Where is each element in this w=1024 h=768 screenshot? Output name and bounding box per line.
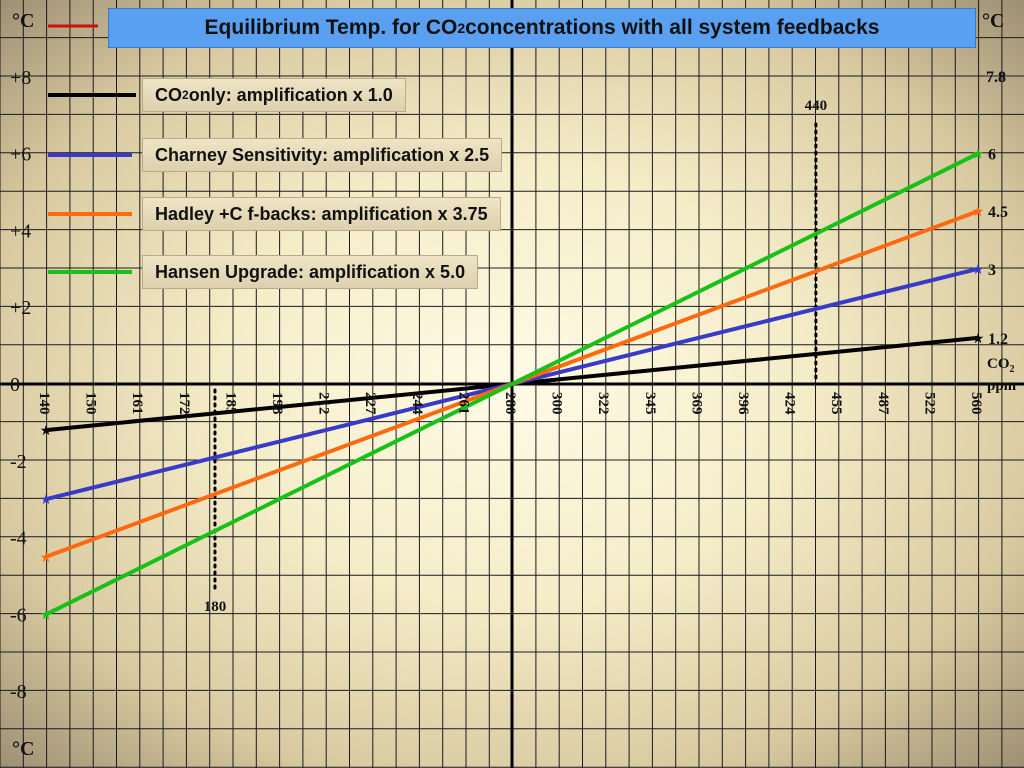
y-tick-label: +2 bbox=[10, 297, 31, 319]
x-axis-label: CO2 ppm bbox=[987, 356, 1016, 395]
y-tick-label: -2 bbox=[10, 451, 27, 473]
series-end-label: 4.5 bbox=[988, 204, 1008, 221]
x-tick-label: 185 bbox=[222, 392, 238, 415]
series-line-3 bbox=[45, 151, 979, 617]
y-tick-label: -8 bbox=[10, 681, 27, 703]
legend-entry-hadley: Hadley +C f-backs: amplification x 3.75 bbox=[142, 197, 501, 231]
x-tick-label: 300 bbox=[549, 392, 565, 415]
x-tick-label: 198 bbox=[269, 392, 285, 415]
legend-label-sub: 2 bbox=[182, 88, 189, 102]
y-tick-label: 0 bbox=[10, 374, 20, 396]
x-tick-label: 280 bbox=[502, 392, 518, 415]
unit-label-top-right: °C bbox=[982, 10, 1005, 32]
data-point-marker: ★ bbox=[972, 147, 985, 163]
chart-title-pre: Equilibrium Temp. for CO bbox=[204, 16, 458, 39]
x-tick-label: 212 bbox=[316, 392, 332, 415]
chart-title: Equilibrium Temp. for CO 2 concentrations… bbox=[108, 8, 976, 48]
x-tick-label: 487 bbox=[875, 392, 891, 415]
y-tick-label: -4 bbox=[10, 528, 27, 550]
x-tick-label: 150 bbox=[83, 392, 99, 415]
series-end-label: 6 bbox=[988, 147, 996, 164]
y-tick-label: +4 bbox=[10, 220, 31, 242]
legend-label-pre: CO bbox=[155, 84, 182, 105]
x-tick-label: 140 bbox=[36, 392, 52, 415]
data-point-marker: ★ bbox=[40, 423, 53, 439]
unit-label-bottom-left: °C bbox=[12, 738, 35, 760]
annotation-label: 440 bbox=[805, 98, 828, 114]
x-tick-label: 244 bbox=[409, 392, 425, 415]
x-axis-label-unit: ppm bbox=[987, 378, 1017, 394]
chart-title-sub: 2 bbox=[457, 20, 466, 36]
data-point-marker: ★ bbox=[40, 550, 53, 566]
x-tick-label: 369 bbox=[688, 392, 704, 415]
x-tick-label: 522 bbox=[921, 392, 937, 415]
y-tick-label: -6 bbox=[10, 604, 27, 626]
legend-entry-charney: Charney Sensitivity: amplification x 2.5 bbox=[142, 138, 503, 172]
y-tick-label: +6 bbox=[10, 144, 31, 166]
data-point-marker: ★ bbox=[972, 331, 985, 347]
x-tick-label: 322 bbox=[595, 392, 611, 415]
data-point-marker: ★ bbox=[972, 204, 985, 220]
tick-labels: 140 150 161 172 185 198 212 227 244 261 280 300 322 3… bbox=[10, 67, 984, 703]
legend-label-post: only: amplification x 1.0 bbox=[188, 84, 393, 105]
x-tick-label: 455 bbox=[828, 392, 844, 415]
x-tick-label: 261 bbox=[455, 392, 471, 415]
x-tick-label: 396 bbox=[735, 392, 751, 415]
x-tick-label: 345 bbox=[642, 392, 658, 415]
chart-title-post: concentrations with all system feedbacks bbox=[465, 16, 880, 39]
series-lines: ★★ 1.2★★ 3★★ 4.5★★ 67.8 bbox=[40, 69, 1008, 623]
unit-label-top-left: °C bbox=[12, 10, 35, 32]
top-right-label: 7.8 bbox=[986, 69, 1006, 86]
data-point-marker: ★ bbox=[40, 607, 53, 623]
data-point-marker: ★ bbox=[972, 262, 985, 278]
legend-label: Charney Sensitivity: amplification x 2.5 bbox=[155, 144, 490, 165]
x-axis-label-main: CO bbox=[987, 356, 1010, 372]
legend-label: Hansen Upgrade: amplification x 5.0 bbox=[155, 261, 466, 282]
data-point-marker: ★ bbox=[40, 492, 53, 508]
annotation-label: 180 bbox=[204, 599, 227, 615]
x-tick-label: 424 bbox=[782, 392, 798, 415]
series-end-label: 1.2 bbox=[988, 331, 1008, 348]
legend-entry-hansen: Hansen Upgrade: amplification x 5.0 bbox=[142, 255, 479, 289]
legend-label: Hadley +C f-backs: amplification x 3.75 bbox=[155, 203, 488, 224]
x-tick-label: 560 bbox=[968, 392, 984, 415]
x-tick-label: 227 bbox=[362, 392, 378, 415]
legend-swatches bbox=[48, 24, 136, 274]
x-axis-label-sub: 2 bbox=[1009, 364, 1015, 375]
x-tick-label: 172 bbox=[176, 392, 192, 415]
legend-entry-co2-only: CO 2 only: amplification x 1.0 bbox=[142, 78, 406, 112]
x-tick-label: 161 bbox=[129, 392, 145, 415]
annotations: 440 180 bbox=[204, 98, 827, 615]
y-tick-label: +8 bbox=[10, 67, 31, 89]
series-end-label: 3 bbox=[988, 262, 996, 279]
